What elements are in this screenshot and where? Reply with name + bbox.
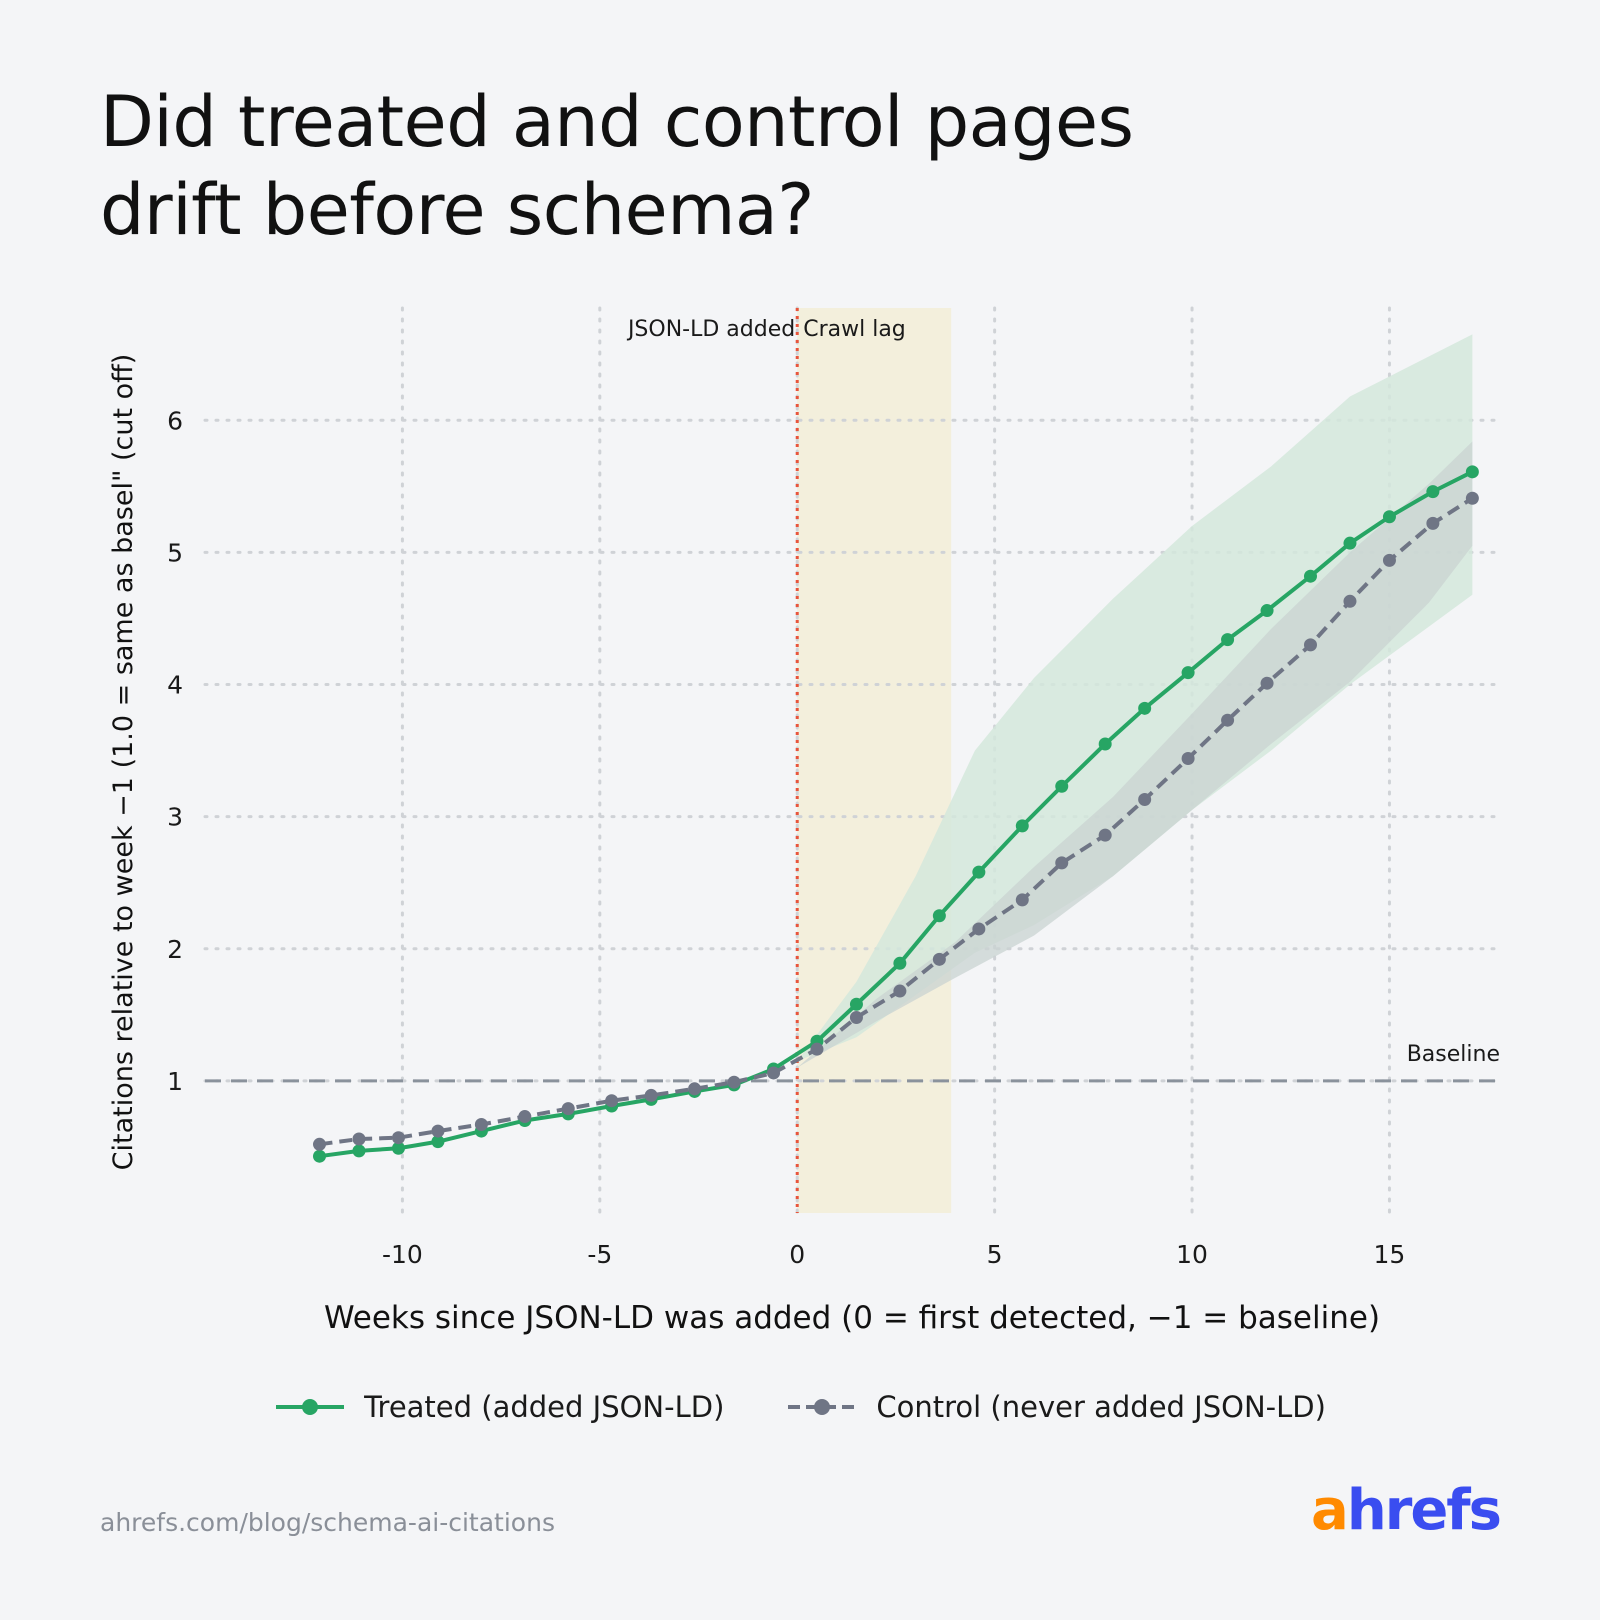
- data-point-treated: [391, 1141, 405, 1155]
- line-chart: Baseline JSON-LD added Crawl lag -10 -5 0 5 10…: [108, 306, 1502, 1336]
- data-point-control: [1138, 792, 1152, 806]
- data-point-control: [518, 1110, 532, 1124]
- legend-item-treated: Treated (added JSON-LD): [274, 1390, 724, 1424]
- confidence-bands: [797, 334, 1473, 1068]
- data-point-control: [1260, 676, 1274, 690]
- data-point-treated: [1303, 569, 1317, 583]
- y-tick-label: 1: [167, 1067, 183, 1096]
- legend-label-treated: Treated (added JSON-LD): [364, 1390, 725, 1424]
- data-point-control: [391, 1131, 405, 1145]
- data-point-treated: [1015, 819, 1029, 833]
- data-point-control: [1098, 828, 1112, 842]
- brand-logo-a: a: [1311, 1478, 1349, 1543]
- chart-title: Did treated and control pages drift befo…: [100, 78, 1300, 254]
- brand-logo-rest: hrefs: [1346, 1478, 1502, 1543]
- data-point-treated: [893, 956, 907, 970]
- data-point-treated: [1343, 536, 1357, 550]
- data-point-treated: [1260, 604, 1274, 618]
- crawl-lag-region: [797, 308, 952, 1213]
- data-point-treated: [972, 865, 986, 879]
- chart-title-line-1: Did treated and control pages: [100, 81, 1134, 163]
- x-tick-label: -10: [382, 1240, 423, 1269]
- data-point-control: [688, 1082, 702, 1096]
- data-point-treated: [932, 909, 946, 923]
- data-point-control: [1181, 752, 1195, 766]
- source-url[interactable]: ahrefs.com/blog/schema-ai-citations: [100, 1508, 555, 1537]
- y-tick-label: 6: [167, 406, 183, 435]
- data-point-control: [1015, 893, 1029, 907]
- data-point-control: [605, 1094, 619, 1108]
- y-tick-label: 3: [167, 803, 183, 832]
- x-tick-label: 15: [1374, 1240, 1406, 1269]
- data-point-treated: [1221, 633, 1235, 647]
- series: [312, 465, 1479, 1163]
- data-point-treated: [1465, 465, 1479, 479]
- data-point-control: [312, 1137, 326, 1151]
- data-point-control: [727, 1075, 741, 1089]
- data-point-control: [1303, 638, 1317, 652]
- y-tick-label: 4: [167, 671, 183, 700]
- axes: -10 -5 0 5 10 15 1 2 3 4 5 6 Weeks since JSON-LD was…: [108, 354, 1405, 1336]
- x-tick-label: -5: [587, 1240, 612, 1269]
- data-point-treated: [1382, 510, 1396, 524]
- legend: Treated (added JSON-LD) Control (never a…: [0, 1390, 1600, 1424]
- confidence-band-treated: [797, 334, 1473, 1062]
- data-point-control: [849, 1010, 863, 1024]
- legend-item-control: Control (never added JSON-LD): [786, 1390, 1326, 1424]
- data-point-treated: [849, 997, 863, 1011]
- data-point-control: [474, 1117, 488, 1131]
- brand-logo: ahrefs: [1311, 1478, 1502, 1543]
- data-point-treated: [312, 1149, 326, 1163]
- data-point-control: [1055, 856, 1069, 870]
- data-point-control: [1221, 713, 1235, 727]
- legend-label-control: Control (never added JSON-LD): [876, 1390, 1326, 1424]
- data-point-control: [932, 952, 946, 966]
- data-point-control: [972, 922, 986, 936]
- data-point-control: [810, 1042, 824, 1056]
- data-point-treated: [1138, 701, 1152, 715]
- x-tick-label: 0: [789, 1240, 805, 1269]
- data-point-control: [352, 1132, 366, 1146]
- data-point-treated: [1426, 485, 1440, 499]
- data-point-control: [1343, 594, 1357, 608]
- y-tick-label: 5: [167, 538, 183, 567]
- data-point-treated: [1055, 779, 1069, 793]
- data-point-treated: [1181, 666, 1195, 680]
- data-point-control: [561, 1102, 575, 1116]
- data-point-treated: [431, 1135, 445, 1149]
- data-point-control: [644, 1088, 658, 1102]
- y-axis-label: Citations relative to week −1 (1.0 = sam…: [108, 354, 139, 1171]
- x-axis-label: Weeks since JSON-LD was added (0 = first…: [324, 1300, 1380, 1336]
- data-point-control: [893, 984, 907, 998]
- legend-swatch-treated: [276, 1399, 345, 1415]
- data-point-treated: [352, 1144, 366, 1158]
- data-point-treated: [1098, 737, 1112, 751]
- confidence-band-control: [797, 441, 1473, 1068]
- data-point-control: [1382, 553, 1396, 567]
- legend-swatch-control: [788, 1399, 857, 1415]
- data-point-control: [1465, 491, 1479, 505]
- crawl-lag-label: Crawl lag: [803, 317, 906, 342]
- event-label: JSON-LD added: [626, 317, 795, 342]
- data-point-control: [767, 1066, 781, 1080]
- data-point-control: [1426, 516, 1440, 530]
- x-tick-label: 10: [1176, 1240, 1208, 1269]
- baseline-label: Baseline: [1407, 1042, 1500, 1067]
- data-point-control: [431, 1124, 445, 1138]
- x-tick-label: 5: [987, 1240, 1003, 1269]
- y-tick-label: 2: [167, 935, 183, 964]
- chart-title-line-2: drift before schema?: [100, 169, 814, 251]
